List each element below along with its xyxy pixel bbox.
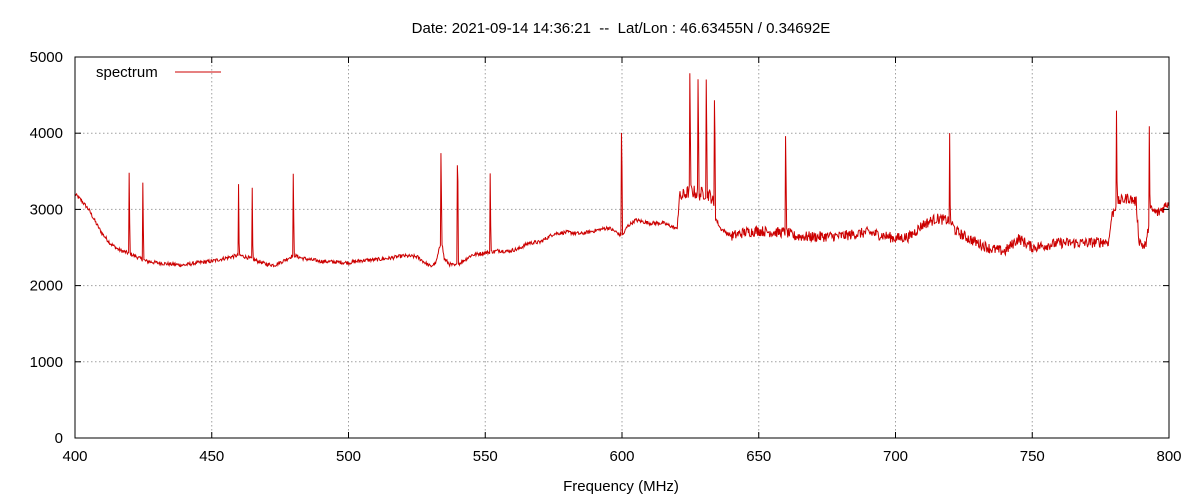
y-tick-label: 0 [55,430,63,447]
x-tick-label: 650 [746,448,771,465]
x-tick-label: 700 [883,448,908,465]
x-tick-label: 750 [1020,448,1045,465]
y-tick-label: 3000 [30,201,63,218]
axis-ticks [74,56,1170,439]
x-axis-label: Frequency (MHz) [563,478,679,495]
spectrum-series-line [74,73,1170,268]
y-tick-label: 5000 [30,49,63,66]
x-tick-label: 600 [609,448,634,465]
legend: spectrum [96,64,221,81]
x-tick-label: 400 [62,448,87,465]
tick-labels: 400 450 500 550 600 650 700 750 800 0 1000 2000 3000… [30,49,1182,465]
x-tick-label: 450 [199,448,224,465]
y-tick-label: 2000 [30,278,63,295]
y-tick-label: 4000 [30,125,63,142]
grid [75,57,1169,438]
y-tick-label: 1000 [30,354,63,371]
legend-label-spectrum: spectrum [96,64,158,81]
x-tick-label: 800 [1156,448,1181,465]
x-tick-label: 550 [473,448,498,465]
x-tick-label: 500 [336,448,361,465]
chart-title: Date: 2021-09-14 14:36:21 -- Lat/Lon : 4… [412,20,831,37]
series-layer [74,73,1170,268]
